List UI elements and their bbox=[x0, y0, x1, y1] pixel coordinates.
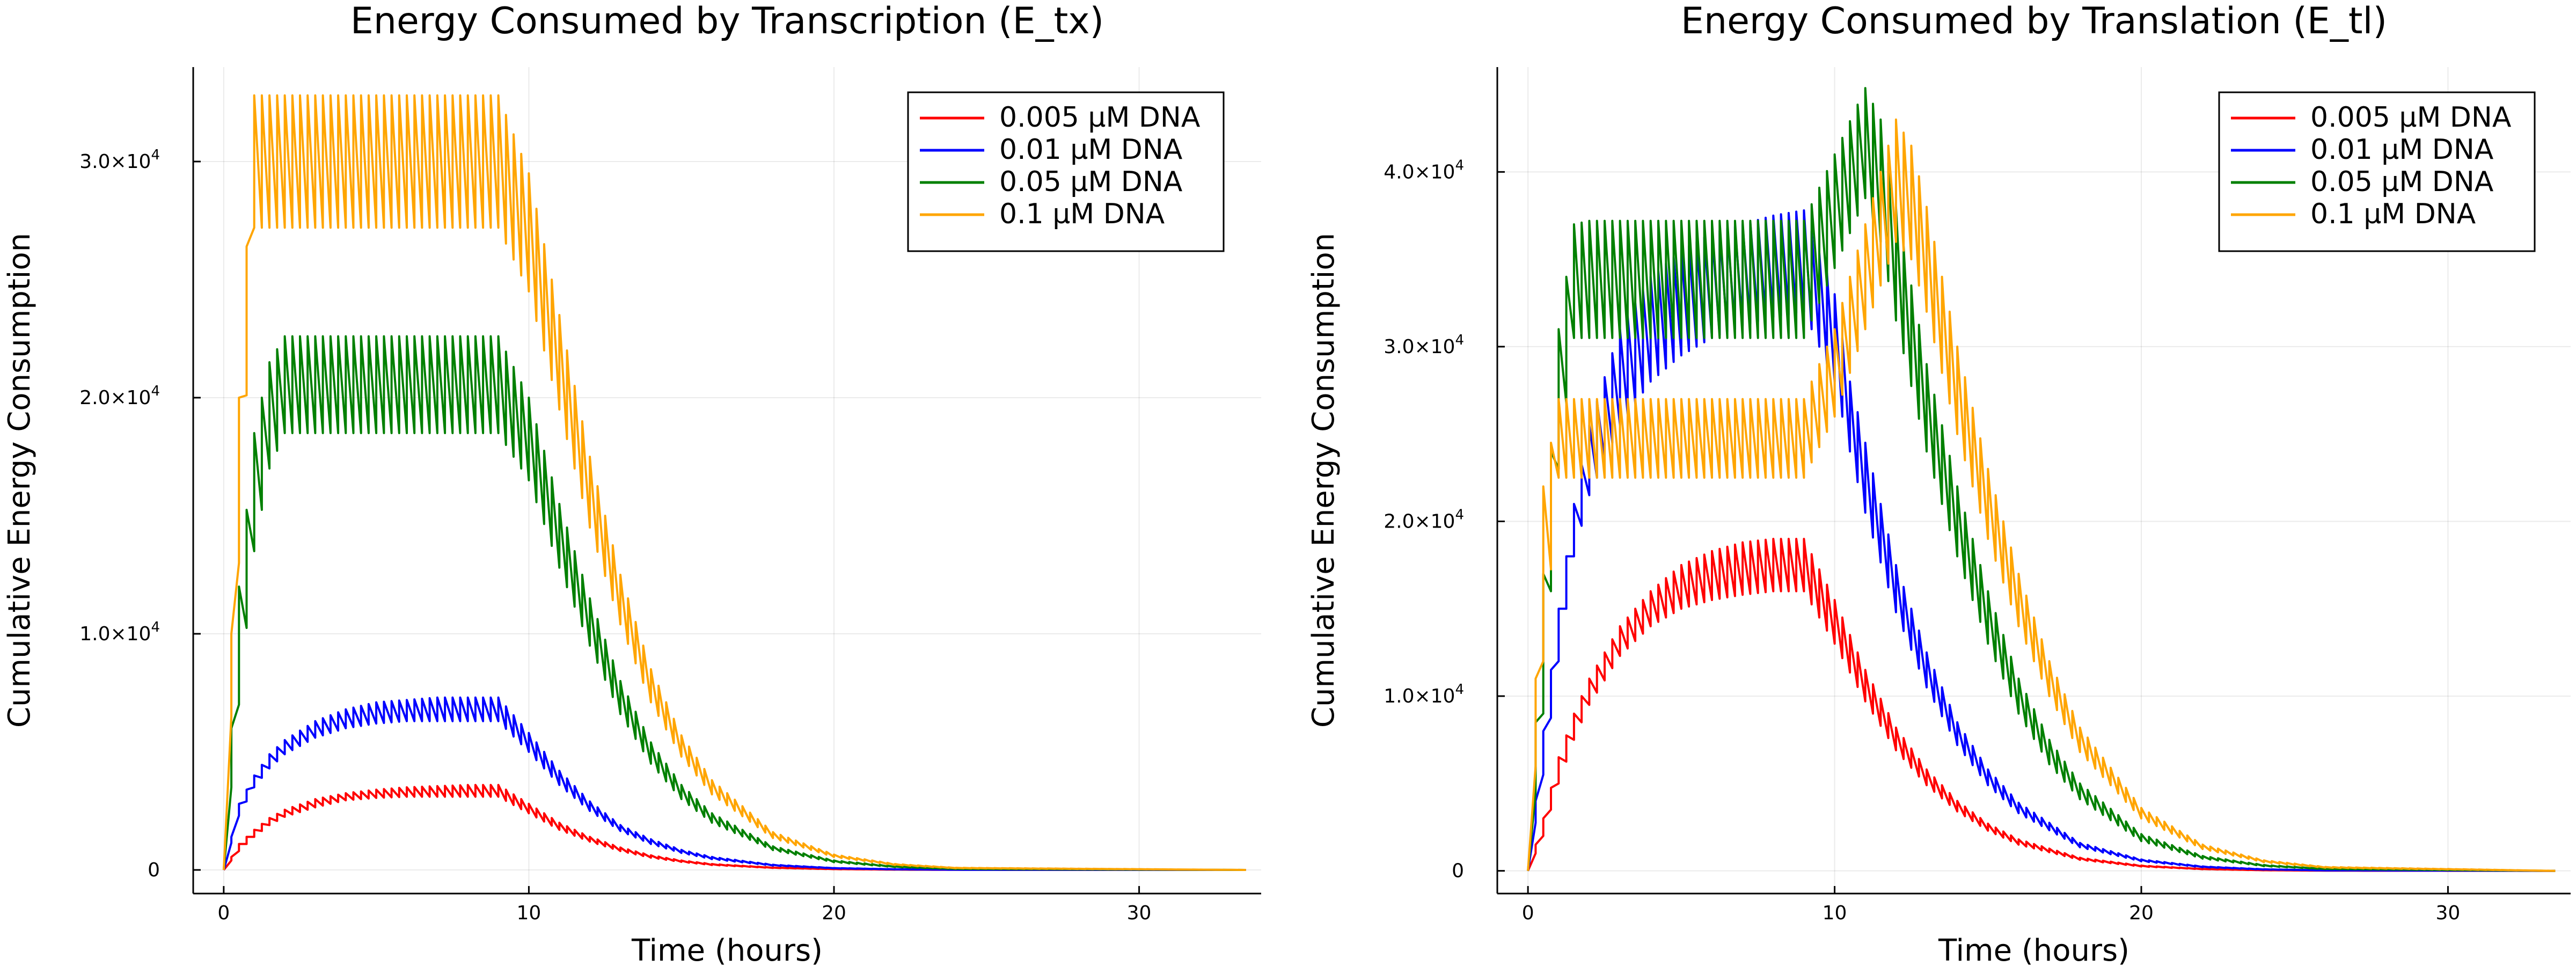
y-tick-mantissa: 2.0×10 bbox=[79, 387, 151, 409]
x-axis-label: Time (hours) bbox=[1938, 933, 2129, 966]
y-tick-label: 2.0×104 bbox=[79, 383, 160, 409]
y-tick-label: 0 bbox=[148, 859, 160, 881]
series-line-0-1-m-dna bbox=[222, 94, 1246, 871]
y-tick-mantissa: 0 bbox=[148, 859, 160, 881]
y-tick-exponent: 4 bbox=[1455, 507, 1464, 523]
chart-title: Energy Consumed by Transcription (E_tx) bbox=[350, 0, 1104, 42]
y-tick-mantissa: 4.0×10 bbox=[1384, 161, 1455, 183]
x-tick-label: 10 bbox=[1823, 902, 1847, 924]
y-tick-label: 0 bbox=[1452, 860, 1464, 882]
series-line-0-01-m-dna bbox=[1527, 209, 2556, 872]
x-tick-label: 0 bbox=[1522, 902, 1534, 924]
y-tick-label: 3.0×104 bbox=[79, 147, 160, 173]
y-axis-label: Cumulative Energy Consumption bbox=[2, 233, 37, 728]
legend-label: 0.05 μM DNA bbox=[999, 166, 1183, 198]
legend-label: 0.005 μM DNA bbox=[999, 101, 1201, 134]
legend-label: 0.1 μM DNA bbox=[2310, 198, 2476, 230]
y-tick-label: 4.0×104 bbox=[1384, 157, 1464, 183]
y-axis-label: Cumulative Energy Consumption bbox=[1306, 233, 1341, 728]
y-tick-exponent: 4 bbox=[1455, 332, 1464, 348]
y-tick-exponent: 4 bbox=[151, 619, 160, 635]
y-tick-mantissa: 3.0×10 bbox=[1384, 336, 1455, 358]
series-line-0-1-m-dna bbox=[1527, 118, 2556, 872]
y-tick-mantissa: 1.0×10 bbox=[79, 623, 151, 645]
y-tick-mantissa: 2.0×10 bbox=[1384, 511, 1455, 533]
x-tick-label: 30 bbox=[2436, 902, 2461, 924]
chart-title: Energy Consumed by Translation (E_tl) bbox=[1681, 0, 2387, 42]
x-tick-label: 20 bbox=[822, 902, 846, 924]
legend-label: 0.01 μM DNA bbox=[2310, 134, 2494, 166]
x-tick-label: 10 bbox=[517, 902, 541, 924]
y-tick-mantissa: 1.0×10 bbox=[1384, 685, 1455, 707]
x-tick-label: 20 bbox=[2129, 902, 2154, 924]
y-tick-exponent: 4 bbox=[151, 147, 160, 163]
x-axis-label: Time (hours) bbox=[631, 933, 823, 966]
legend-label: 0.05 μM DNA bbox=[2310, 166, 2494, 198]
x-tick-label: 30 bbox=[1127, 902, 1152, 924]
y-tick-label: 3.0×104 bbox=[1384, 332, 1464, 358]
legend-label: 0.01 μM DNA bbox=[999, 134, 1183, 166]
y-tick-exponent: 4 bbox=[1455, 682, 1464, 698]
translation-energy-chart: 0 10 20 3001.0×1042.0×1043.0×1044.0×104Ener… bbox=[1306, 0, 2571, 966]
y-tick-label: 1.0×104 bbox=[79, 619, 160, 645]
x-tick-label: 0 bbox=[217, 902, 230, 924]
series-line-0-05-m-dna bbox=[1527, 87, 2556, 872]
legend-label: 0.005 μM DNA bbox=[2310, 101, 2512, 134]
series-line-0-01-m-dna bbox=[222, 696, 1246, 871]
y-tick-mantissa: 3.0×10 bbox=[79, 151, 151, 173]
legend-label: 0.1 μM DNA bbox=[999, 198, 1165, 230]
y-tick-mantissa: 0 bbox=[1452, 860, 1464, 882]
y-tick-exponent: 4 bbox=[151, 383, 160, 399]
y-tick-label: 1.0×104 bbox=[1384, 682, 1464, 707]
y-tick-exponent: 4 bbox=[1455, 157, 1464, 173]
y-tick-label: 2.0×104 bbox=[1384, 507, 1464, 533]
